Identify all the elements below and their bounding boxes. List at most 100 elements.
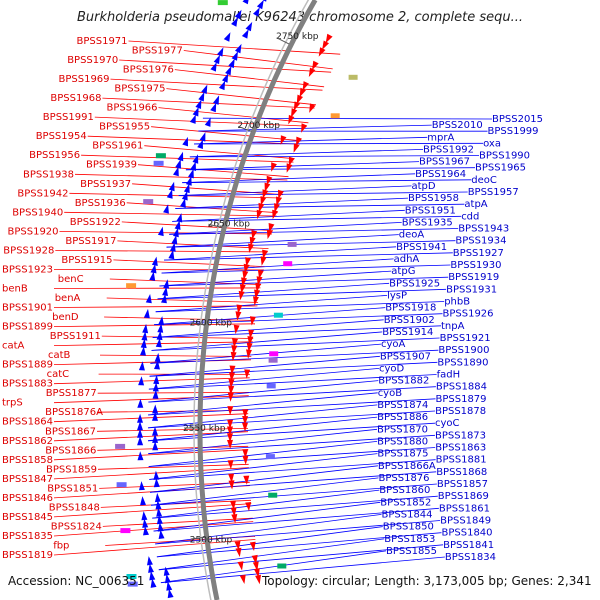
- reverse-gene-label[interactable]: BPSS1866A: [378, 461, 436, 472]
- forward-gene-label[interactable]: BPSS1866: [45, 445, 96, 456]
- reverse-gene-label[interactable]: BPSS1890: [437, 357, 488, 368]
- forward-gene-label[interactable]: BPSS1846: [2, 493, 53, 504]
- forward-gene-label[interactable]: BPSS1824: [51, 521, 102, 532]
- reverse-gene-label[interactable]: BPSS1878: [435, 406, 486, 417]
- reverse-gene-label[interactable]: BPSS1882: [378, 376, 429, 387]
- reverse-gene-label[interactable]: BPSS1869: [438, 491, 489, 502]
- reverse-gene-label[interactable]: BPSS1941: [396, 242, 447, 253]
- reverse-gene-label[interactable]: BPSS1880: [377, 436, 428, 447]
- reverse-gene-label[interactable]: BPSS1990: [479, 151, 530, 162]
- reverse-gene-label[interactable]: BPSS1857: [437, 479, 488, 490]
- forward-gene-label[interactable]: benB: [2, 284, 28, 295]
- forward-gene-label[interactable]: benC: [58, 274, 84, 285]
- reverse-gene-label[interactable]: BPSS1844: [382, 509, 433, 520]
- reverse-gene-label[interactable]: BPSS1879: [436, 394, 487, 405]
- forward-gene-label[interactable]: BPSS1970: [67, 55, 118, 66]
- reverse-gene-label[interactable]: BPSS2010: [432, 120, 483, 131]
- forward-gene-label[interactable]: BPSS1911: [50, 331, 101, 342]
- reverse-gene-label[interactable]: BPSS1992: [423, 144, 474, 155]
- reverse-gene-label[interactable]: BPSS1852: [380, 497, 431, 508]
- forward-gene-label[interactable]: BPSS1858: [2, 455, 53, 466]
- forward-gene-label[interactable]: BPSS1862: [2, 436, 53, 447]
- reverse-gene-label[interactable]: atpD: [412, 181, 436, 192]
- forward-gene-label[interactable]: catA: [2, 341, 25, 352]
- reverse-gene-label[interactable]: BPSS1875: [377, 449, 428, 460]
- forward-gene-label[interactable]: BPSS1977: [132, 46, 183, 57]
- forward-gene-label[interactable]: BPSS1922: [70, 217, 121, 228]
- reverse-gene-label[interactable]: lysP: [387, 290, 407, 301]
- forward-gene-label[interactable]: BPSS1917: [65, 236, 116, 247]
- reverse-gene-label[interactable]: atpA: [464, 199, 487, 210]
- forward-gene-label[interactable]: catC: [47, 369, 70, 380]
- reverse-gene-label[interactable]: mprA: [427, 132, 454, 143]
- reverse-gene-label[interactable]: BPSS1967: [419, 157, 470, 168]
- reverse-gene-label[interactable]: BPSS1914: [382, 327, 433, 338]
- forward-gene-label[interactable]: benA: [55, 293, 81, 304]
- forward-gene-label[interactable]: BPSS1915: [61, 255, 112, 266]
- forward-gene-label[interactable]: BPSS1937: [80, 179, 131, 190]
- forward-gene-label[interactable]: BPSS1877: [46, 388, 97, 399]
- reverse-gene-label[interactable]: BPSS1919: [448, 272, 499, 283]
- reverse-gene-label[interactable]: BPSS1850: [383, 522, 434, 533]
- forward-gene-label[interactable]: BPSS1851: [47, 483, 98, 494]
- forward-gene-label[interactable]: BPSS1956: [29, 150, 80, 161]
- forward-gene-label[interactable]: catB: [48, 350, 71, 361]
- reverse-gene-label[interactable]: BPSS1927: [453, 248, 504, 259]
- forward-gene-label[interactable]: BPSS1928: [3, 245, 54, 256]
- reverse-gene-label[interactable]: BPSS1965: [475, 163, 526, 174]
- reverse-gene-label[interactable]: BPSS1841: [443, 540, 494, 551]
- reverse-gene-label[interactable]: BPSS1921: [440, 333, 491, 344]
- forward-gene-label[interactable]: BPSS1835: [2, 531, 53, 542]
- reverse-gene-label[interactable]: cyoB: [378, 388, 403, 399]
- reverse-gene-label[interactable]: cdd: [461, 211, 479, 222]
- forward-gene-label[interactable]: BPSS1867: [45, 426, 96, 437]
- reverse-gene-label[interactable]: BPSS1881: [436, 455, 487, 466]
- reverse-gene-label[interactable]: BPSS1860: [379, 485, 430, 496]
- reverse-gene-label[interactable]: BPSS1900: [438, 345, 489, 356]
- forward-gene-label[interactable]: BPSS1845: [2, 512, 53, 523]
- forward-gene-label[interactable]: BPSS1936: [75, 198, 126, 209]
- reverse-gene-label[interactable]: BPSS1999: [488, 126, 539, 137]
- reverse-gene-label[interactable]: BPSS1951: [405, 205, 456, 216]
- forward-gene-label[interactable]: BPSS1971: [77, 36, 128, 47]
- forward-gene-label[interactable]: BPSS1883: [2, 379, 53, 390]
- reverse-gene-label[interactable]: BPSS1957: [468, 187, 519, 198]
- reverse-gene-label[interactable]: BPSS1902: [384, 315, 435, 326]
- reverse-gene-label[interactable]: BPSS1934: [455, 236, 506, 247]
- reverse-gene-label[interactable]: fadH: [437, 370, 461, 381]
- reverse-gene-label[interactable]: BPSS1964: [415, 169, 466, 180]
- forward-gene-label[interactable]: BPSS1976: [123, 65, 174, 76]
- reverse-gene-label[interactable]: BPSS1925: [389, 278, 440, 289]
- reverse-gene-label[interactable]: BPSS1907: [380, 351, 431, 362]
- forward-gene-label[interactable]: BPSS1848: [49, 502, 100, 513]
- reverse-gene-label[interactable]: BPSS1943: [458, 224, 509, 235]
- reverse-gene-label[interactable]: tnpA: [441, 321, 465, 332]
- forward-gene-label[interactable]: BPSS1942: [17, 188, 68, 199]
- forward-gene-label[interactable]: BPSS1991: [43, 112, 94, 123]
- forward-gene-label[interactable]: BPSS1939: [86, 160, 137, 171]
- reverse-gene-label[interactable]: BPSS1870: [377, 424, 428, 435]
- forward-gene-label[interactable]: BPSS1889: [2, 360, 53, 371]
- reverse-gene-label[interactable]: BPSS1930: [450, 260, 501, 271]
- reverse-gene-label[interactable]: BPSS1840: [442, 528, 493, 539]
- reverse-gene-label[interactable]: deoC: [471, 175, 497, 186]
- reverse-gene-label[interactable]: cyoD: [379, 363, 405, 374]
- forward-gene-label[interactable]: BPSS1955: [99, 122, 150, 133]
- reverse-gene-label[interactable]: deoA: [399, 230, 425, 241]
- forward-gene-label[interactable]: BPSS1876A: [45, 407, 103, 418]
- reverse-gene-label[interactable]: BPSS1861: [439, 503, 490, 514]
- reverse-gene-label[interactable]: BPSS1863: [435, 443, 486, 454]
- forward-gene-label[interactable]: BPSS1901: [2, 303, 53, 314]
- forward-gene-label[interactable]: BPSS1954: [36, 131, 87, 142]
- forward-gene-label[interactable]: BPSS1966: [107, 103, 158, 114]
- forward-gene-label[interactable]: fbp: [53, 541, 69, 552]
- forward-gene-label[interactable]: benD: [52, 312, 79, 323]
- reverse-gene-label[interactable]: BPSS1884: [436, 382, 487, 393]
- forward-gene-label[interactable]: BPSS1864: [2, 417, 53, 428]
- reverse-gene-label[interactable]: cyoA: [381, 339, 406, 350]
- forward-gene-label[interactable]: BPSS1923: [2, 264, 53, 275]
- forward-gene-label[interactable]: BPSS1819: [2, 550, 53, 561]
- reverse-gene-label[interactable]: adhA: [394, 254, 420, 265]
- forward-gene-label[interactable]: BPSS1899: [2, 322, 53, 333]
- reverse-gene-label[interactable]: BPSS1849: [440, 516, 491, 527]
